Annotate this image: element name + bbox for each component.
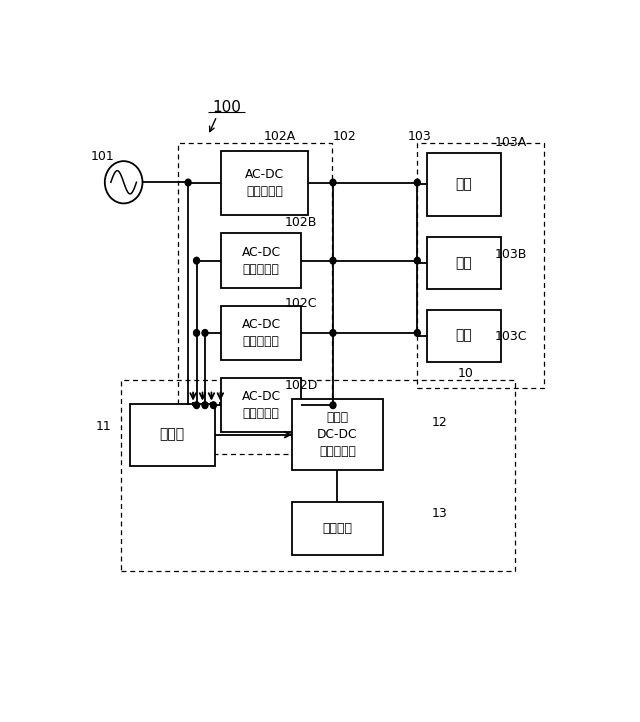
Bar bbox=[428, 153, 500, 216]
Circle shape bbox=[330, 179, 336, 186]
Circle shape bbox=[330, 257, 336, 264]
Bar bbox=[121, 380, 515, 571]
Text: 101: 101 bbox=[91, 149, 115, 162]
Circle shape bbox=[414, 329, 420, 336]
Bar bbox=[178, 144, 332, 453]
Text: 二次電池: 二次電池 bbox=[323, 522, 353, 535]
Text: 102A: 102A bbox=[264, 130, 296, 143]
Text: AC-DC
コンバータ: AC-DC コンバータ bbox=[245, 168, 284, 198]
Circle shape bbox=[193, 329, 200, 336]
Bar bbox=[221, 151, 308, 214]
Text: 10: 10 bbox=[458, 367, 474, 380]
Text: 102: 102 bbox=[333, 130, 356, 143]
Text: 負荷: 負荷 bbox=[456, 256, 472, 270]
Text: 制御部: 制御部 bbox=[160, 427, 185, 442]
Text: AC-DC
コンバータ: AC-DC コンバータ bbox=[241, 318, 280, 348]
Circle shape bbox=[414, 179, 420, 186]
Bar bbox=[428, 237, 500, 289]
Text: 103A: 103A bbox=[495, 136, 527, 149]
Text: 11: 11 bbox=[96, 420, 111, 433]
Bar bbox=[428, 310, 500, 362]
Text: 102B: 102B bbox=[284, 216, 317, 229]
Text: 12: 12 bbox=[432, 416, 448, 429]
Bar bbox=[129, 404, 215, 466]
Text: 負荷: 負荷 bbox=[456, 329, 472, 343]
Circle shape bbox=[330, 329, 336, 336]
Bar bbox=[417, 144, 544, 388]
Circle shape bbox=[202, 329, 208, 336]
Text: AC-DC
コンバータ: AC-DC コンバータ bbox=[241, 245, 280, 276]
Circle shape bbox=[330, 402, 336, 409]
Bar bbox=[292, 503, 383, 554]
Text: 102D: 102D bbox=[284, 379, 317, 392]
Text: AC-DC
コンバータ: AC-DC コンバータ bbox=[241, 390, 280, 420]
Circle shape bbox=[211, 402, 216, 409]
Circle shape bbox=[202, 402, 208, 409]
Text: 13: 13 bbox=[432, 507, 448, 520]
Circle shape bbox=[414, 257, 420, 264]
Bar bbox=[221, 233, 301, 288]
Circle shape bbox=[193, 402, 200, 409]
Text: 103: 103 bbox=[408, 130, 431, 143]
Text: 103C: 103C bbox=[495, 330, 527, 344]
Text: 双方向
DC-DC
コンバータ: 双方向 DC-DC コンバータ bbox=[317, 411, 358, 458]
Bar bbox=[221, 305, 301, 360]
Text: 100: 100 bbox=[212, 100, 241, 116]
Text: 103B: 103B bbox=[495, 248, 527, 261]
Circle shape bbox=[193, 257, 200, 264]
Circle shape bbox=[185, 179, 191, 186]
Text: 102C: 102C bbox=[284, 297, 317, 310]
Text: 負荷: 負荷 bbox=[456, 178, 472, 191]
Bar bbox=[221, 378, 301, 432]
Bar bbox=[292, 399, 383, 470]
